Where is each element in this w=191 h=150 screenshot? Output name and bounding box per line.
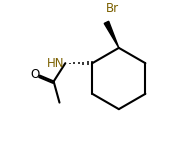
Text: HN: HN: [47, 57, 65, 70]
Text: Br: Br: [106, 2, 119, 15]
Text: O: O: [31, 68, 40, 81]
Polygon shape: [104, 21, 119, 48]
